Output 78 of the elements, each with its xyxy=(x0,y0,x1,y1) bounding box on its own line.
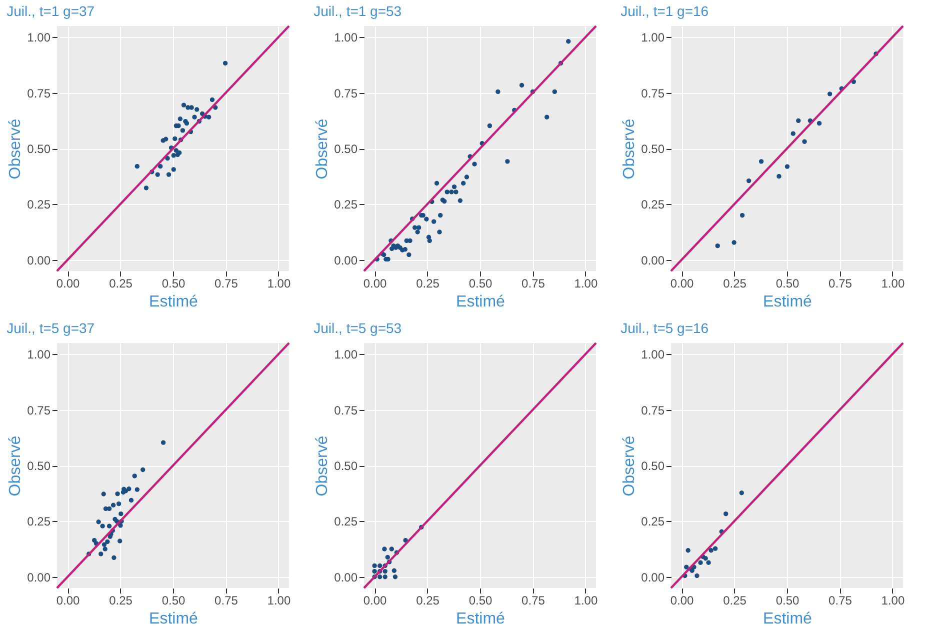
x-tick-label: 0.50 xyxy=(162,276,186,290)
x-tick-label: 0.00 xyxy=(363,276,388,290)
y-tick-label: 0.25 xyxy=(641,198,665,212)
x-tick-label: 0.50 xyxy=(162,594,186,608)
x-tick-label: 0.75 xyxy=(522,594,546,608)
x-tick-label: 0.00 xyxy=(670,594,694,608)
chart-title: Juil., t=1 g=16 xyxy=(620,2,709,19)
y-axis-title: Observé xyxy=(621,436,638,496)
x-tick-label: 0.25 xyxy=(723,594,747,608)
y-tick-label: 0.25 xyxy=(334,514,358,529)
y-tick-label: 1.00 xyxy=(334,30,358,45)
y-tick-label: 0.25 xyxy=(641,514,665,529)
x-axis-title: Estimé xyxy=(149,610,198,628)
x-tick-label: 1.00 xyxy=(881,276,905,290)
x-tick-label: 0.25 xyxy=(416,594,440,608)
x-tick-label: 0.00 xyxy=(670,276,694,290)
y-axis-title: Observé xyxy=(621,118,638,180)
x-axis-title: Estimé xyxy=(149,294,198,310)
chart-title: Juil., t=5 g=37 xyxy=(6,320,95,336)
y-tick-label: 1.00 xyxy=(334,348,358,362)
x-tick-label: 0.00 xyxy=(363,594,388,608)
x-tick-label: 0.75 xyxy=(828,594,852,608)
y-tick-label: 0.75 xyxy=(641,403,665,418)
chart-title: Juil., t=1 g=53 xyxy=(314,2,402,19)
x-tick-label: 0.25 xyxy=(416,276,440,290)
x-tick-label: 0.75 xyxy=(214,276,238,290)
y-tick-label: 0.25 xyxy=(27,514,51,529)
y-tick-label: 0.25 xyxy=(334,198,358,212)
x-tick-label: 0.25 xyxy=(723,276,747,290)
y-tick-label: 0.75 xyxy=(27,403,51,418)
y-tick-label: 0.00 xyxy=(334,570,358,584)
y-axis-title: Observé xyxy=(7,436,24,496)
x-axis-title: Estimé xyxy=(456,294,506,310)
y-tick-label: 0.75 xyxy=(334,403,358,418)
x-axis-title: Estimé xyxy=(456,610,506,628)
chart-title: Juil., t=5 g=16 xyxy=(620,320,709,336)
x-tick-label: 0.50 xyxy=(468,594,492,608)
x-tick-label: 1.00 xyxy=(574,594,598,608)
y-tick-label: 0.00 xyxy=(27,253,51,268)
chart-title: Juil., t=1 g=37 xyxy=(6,2,95,19)
y-tick-label: 0.50 xyxy=(334,459,358,473)
x-tick-label: 0.50 xyxy=(776,276,800,290)
y-tick-label: 0.50 xyxy=(27,459,51,473)
y-tick-label: 1.00 xyxy=(27,30,51,45)
y-tick-label: 0.00 xyxy=(641,570,665,584)
y-tick-label: 0.75 xyxy=(334,86,358,100)
y-tick-label: 1.00 xyxy=(27,348,51,362)
y-tick-label: 0.50 xyxy=(27,142,51,156)
chart-title: Juil., t=5 g=53 xyxy=(314,320,402,336)
y-tick-label: 0.00 xyxy=(334,253,358,268)
x-tick-label: 0.50 xyxy=(776,594,800,608)
y-axis-title: Observé xyxy=(314,436,332,496)
x-axis-title: Estimé xyxy=(763,610,812,628)
y-tick-label: 0.50 xyxy=(641,459,665,473)
y-tick-label: 0.00 xyxy=(27,570,51,584)
y-tick-label: 0.25 xyxy=(27,198,51,212)
y-tick-label: 0.50 xyxy=(641,142,665,156)
y-tick-label: 0.00 xyxy=(641,253,665,268)
y-tick-label: 0.75 xyxy=(27,86,51,100)
x-tick-label: 0.50 xyxy=(468,276,492,290)
x-tick-label: 0.00 xyxy=(56,594,80,608)
x-tick-label: 1.00 xyxy=(881,594,905,608)
x-tick-label: 0.00 xyxy=(56,276,80,290)
x-tick-label: 0.75 xyxy=(214,594,238,608)
y-axis-title: Observé xyxy=(314,118,332,180)
x-tick-label: 0.75 xyxy=(522,276,546,290)
x-tick-label: 0.25 xyxy=(109,276,133,290)
x-tick-label: 1.00 xyxy=(267,276,291,290)
y-tick-label: 1.00 xyxy=(641,30,665,45)
x-tick-label: 1.00 xyxy=(267,594,291,608)
x-tick-label: 0.75 xyxy=(828,276,852,290)
y-tick-label: 0.75 xyxy=(641,86,665,100)
x-tick-label: 0.25 xyxy=(109,594,133,608)
y-axis-title: Observé xyxy=(7,118,24,180)
y-tick-label: 1.00 xyxy=(641,348,665,362)
y-tick-label: 0.50 xyxy=(334,142,358,156)
x-axis-title: Estimé xyxy=(763,294,812,310)
x-tick-label: 1.00 xyxy=(574,276,598,290)
